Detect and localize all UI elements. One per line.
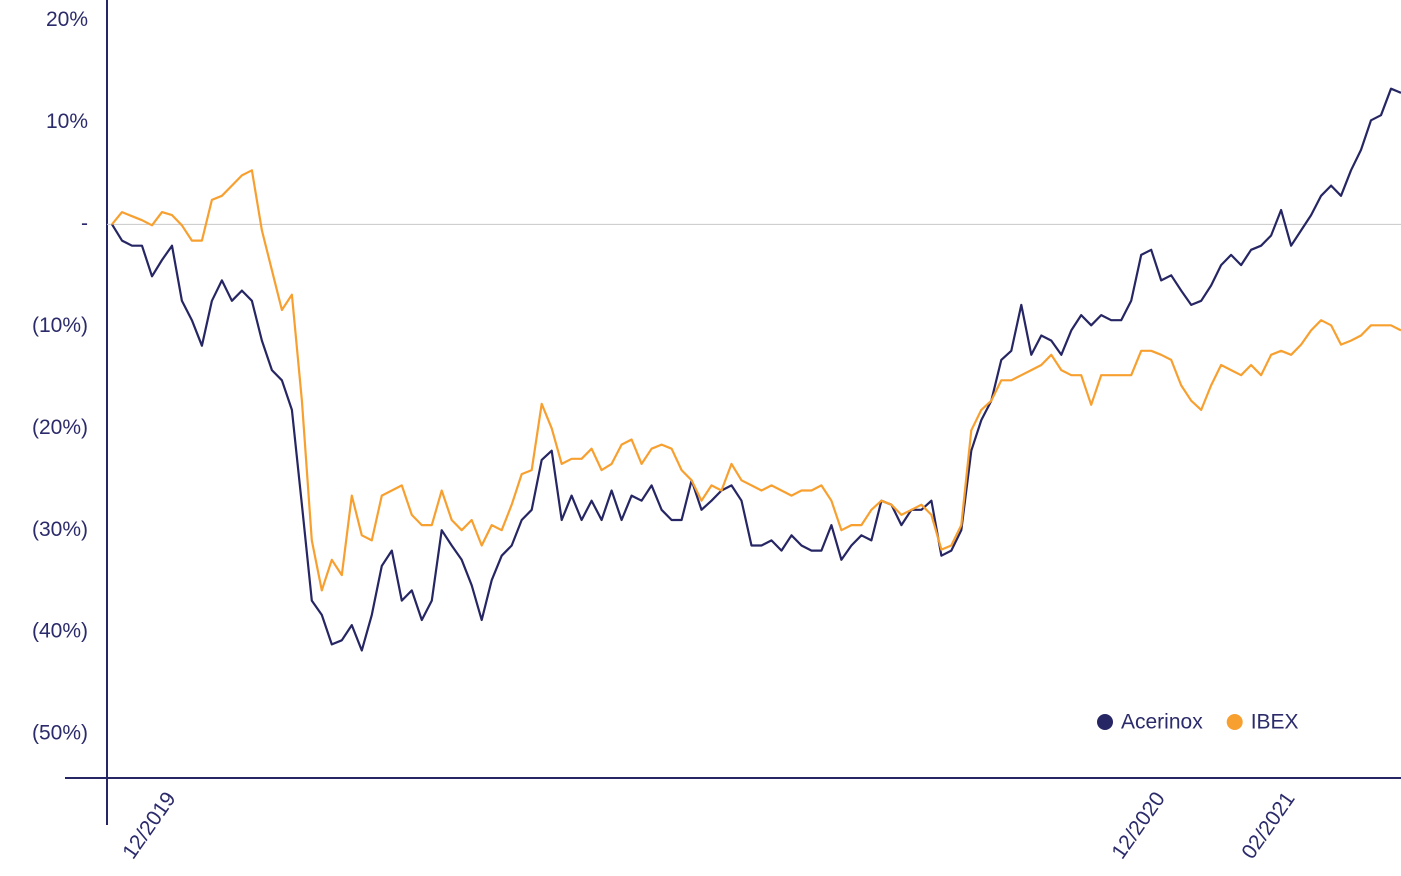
y-tick-label: (50%): [32, 722, 88, 745]
legend-label: IBEX: [1251, 711, 1299, 734]
legend-label: Acerinox: [1121, 711, 1203, 734]
y-tick-label: -: [81, 212, 88, 235]
x-tick-label: 12/2019: [118, 788, 180, 863]
x-tick-label: 12/2020: [1107, 788, 1169, 863]
legend-marker: [1226, 714, 1243, 730]
legend-marker: [1097, 714, 1113, 730]
y-tick-label: (40%): [32, 620, 88, 643]
y-tick-label: (10%): [32, 314, 88, 337]
y-tick-label: (20%): [32, 416, 88, 439]
y-tick-label: (30%): [32, 518, 88, 541]
y-tick-label: 20%: [46, 8, 88, 31]
series-line: [111, 169, 1401, 592]
y-tick-label: 10%: [46, 110, 88, 133]
x-tick-label: 02/2021: [1237, 788, 1299, 863]
series-line: [111, 87, 1401, 652]
